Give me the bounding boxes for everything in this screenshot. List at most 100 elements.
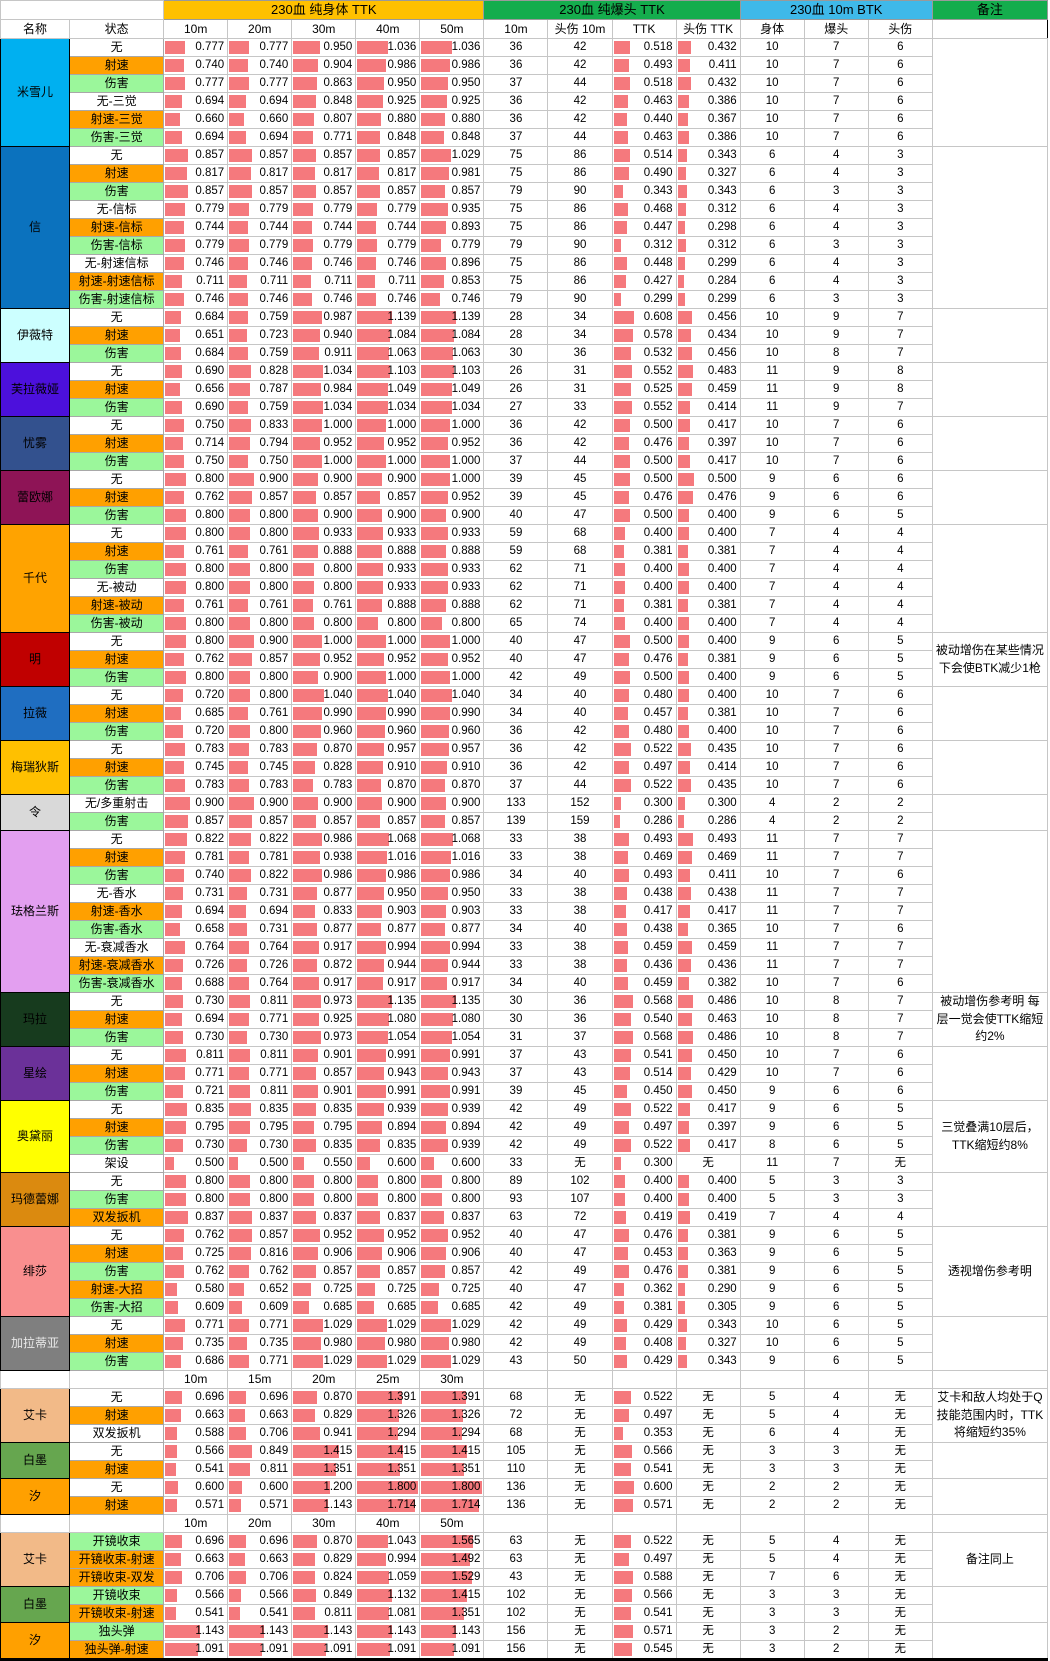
headhurt-ttk-cell[interactable]: 0.417 [675, 1136, 741, 1155]
btk-hurt-cell[interactable]: 6 [867, 1064, 933, 1083]
headhurt-btk-10m-cell[interactable]: 44 [547, 452, 613, 471]
btk-body-cell[interactable]: 10 [739, 704, 805, 723]
body-ttk-cell-3[interactable]: 1.000 [355, 632, 421, 651]
btk-hurt-cell[interactable]: 6 [867, 74, 933, 93]
empty-cell[interactable] [803, 1514, 869, 1533]
body-ttk-cell-2[interactable]: 0.779 [291, 200, 357, 219]
headhurt-btk-10m-cell[interactable]: 34 [547, 326, 613, 345]
headshot-btk-10m-cell[interactable]: 37 [483, 1064, 549, 1083]
body-ttk-cell-2[interactable]: 0.917 [291, 974, 357, 993]
body-ttk-cell-2[interactable]: 0.938 [291, 848, 357, 867]
headshot-btk-10m-cell[interactable]: 63 [483, 1208, 549, 1227]
body-ttk-cell-0[interactable]: 0.711 [163, 272, 229, 291]
body-ttk-cell-3[interactable]: 1.054 [355, 1028, 421, 1047]
body-ttk-cell-1[interactable]: 0.566 [227, 1586, 293, 1605]
body-ttk-cell-3[interactable]: 0.837 [355, 1208, 421, 1227]
btk-head-cell[interactable]: 4 [803, 560, 869, 579]
body-ttk-cell-0[interactable]: 0.779 [163, 200, 229, 219]
btk-body-cell[interactable]: 9 [739, 632, 805, 651]
body-ttk-cell-0[interactable]: 0.746 [163, 254, 229, 273]
body-ttk-cell-1[interactable]: 0.764 [227, 974, 293, 993]
body-ttk-cell-2[interactable]: 0.960 [291, 722, 357, 741]
headhurt-btk-10m-cell[interactable]: 38 [547, 956, 613, 975]
btk-head-cell[interactable]: 7 [803, 902, 869, 921]
headhurt-btk-10m-cell[interactable]: 无 [547, 1604, 613, 1623]
headhurt-btk-10m-cell[interactable]: 42 [547, 758, 613, 777]
body-ttk-cell-4[interactable]: 0.903 [419, 902, 485, 921]
body-ttk-cell-3[interactable]: 1.063 [355, 344, 421, 363]
btk-head-cell[interactable]: 3 [803, 1172, 869, 1191]
btk-hurt-cell[interactable]: 3 [867, 200, 933, 219]
body-ttk-cell-4[interactable]: 0.952 [419, 434, 485, 453]
body-ttk-cell-4[interactable]: 1.000 [419, 452, 485, 471]
body-ttk-cell-4[interactable]: 0.933 [419, 578, 485, 597]
headhurt-btk-10m-cell[interactable]: 49 [547, 668, 613, 687]
status-cell[interactable]: 无 [69, 38, 165, 57]
headhurt-btk-10m-cell[interactable]: 86 [547, 146, 613, 165]
body-ttk-cell-0[interactable]: 0.696 [163, 1388, 229, 1407]
headshot-btk-10m-cell[interactable]: 28 [483, 308, 549, 327]
headhurt-ttk-cell[interactable]: 0.456 [675, 308, 741, 327]
headshot-ttk-cell[interactable]: 0.427 [611, 272, 677, 291]
body-ttk-cell-3[interactable]: 1.415 [355, 1442, 421, 1461]
headhurt-btk-10m-cell[interactable]: 42 [547, 434, 613, 453]
body-ttk-cell-2[interactable]: 0.828 [291, 758, 357, 777]
btk-hurt-cell[interactable]: 无 [867, 1622, 933, 1641]
btk-hurt-cell[interactable]: 6 [867, 470, 933, 489]
empty-cell[interactable] [483, 1514, 549, 1533]
status-cell[interactable]: 无 [69, 686, 165, 705]
headshot-btk-10m-cell[interactable]: 36 [483, 56, 549, 75]
headshot-ttk-cell[interactable]: 0.429 [611, 1352, 677, 1371]
body-ttk-cell-4[interactable]: 0.950 [419, 884, 485, 903]
body-ttk-cell-1[interactable]: 0.800 [227, 686, 293, 705]
body-ttk-cell-0[interactable]: 0.651 [163, 326, 229, 345]
body-ttk-cell-4[interactable]: 0.933 [419, 560, 485, 579]
body-ttk-cell-0[interactable]: 0.800 [163, 506, 229, 525]
body-ttk-cell-0[interactable]: 0.795 [163, 1118, 229, 1137]
body-ttk-cell-2[interactable]: 0.900 [291, 668, 357, 687]
body-ttk-cell-3[interactable]: 0.725 [355, 1280, 421, 1299]
headshot-ttk-cell[interactable]: 0.552 [611, 362, 677, 381]
headhurt-ttk-cell[interactable]: 0.432 [675, 74, 741, 93]
headshot-btk-10m-cell[interactable]: 42 [483, 1118, 549, 1137]
character-name-cell[interactable]: 加拉蒂亚 [0, 1316, 71, 1371]
body-ttk-cell-2[interactable]: 0.870 [291, 1532, 357, 1551]
body-ttk-cell-4[interactable]: 0.943 [419, 1064, 485, 1083]
headhurt-btk-10m-cell[interactable]: 107 [547, 1190, 613, 1209]
headshot-btk-10m-cell[interactable]: 39 [483, 488, 549, 507]
headshot-btk-10m-cell[interactable]: 28 [483, 326, 549, 345]
headhurt-ttk-cell[interactable]: 0.483 [675, 362, 741, 381]
body-ttk-cell-3[interactable]: 1.081 [355, 1604, 421, 1623]
status-cell[interactable]: 伤害 [69, 776, 165, 795]
body-ttk-cell-4[interactable]: 0.880 [419, 110, 485, 129]
btk-body-cell[interactable]: 9 [739, 1352, 805, 1371]
btk-body-cell[interactable]: 10 [739, 1010, 805, 1029]
headshot-ttk-cell[interactable]: 0.568 [611, 1028, 677, 1047]
headhurt-btk-10m-cell[interactable]: 42 [547, 38, 613, 57]
btk-body-cell[interactable]: 9 [739, 1280, 805, 1299]
body-ttk-cell-1[interactable]: 0.750 [227, 452, 293, 471]
body-ttk-cell-1[interactable]: 0.500 [227, 1154, 293, 1173]
btk-head-cell[interactable]: 7 [803, 830, 869, 849]
headhurt-btk-10m-cell[interactable]: 38 [547, 848, 613, 867]
headhurt-btk-10m-cell[interactable]: 42 [547, 416, 613, 435]
body-ttk-cell-0[interactable]: 0.800 [163, 614, 229, 633]
body-ttk-cell-3[interactable]: 1.800 [355, 1478, 421, 1497]
body-ttk-cell-0[interactable]: 0.800 [163, 470, 229, 489]
btk-head-cell[interactable]: 4 [803, 1406, 869, 1425]
headshot-ttk-cell[interactable]: 0.514 [611, 146, 677, 165]
body-ttk-cell-4[interactable]: 1.036 [419, 38, 485, 57]
btk-body-cell[interactable]: 9 [739, 1298, 805, 1317]
headshot-btk-10m-cell[interactable]: 26 [483, 380, 549, 399]
btk-body-cell[interactable]: 10 [739, 344, 805, 363]
body-ttk-cell-1[interactable]: 0.762 [227, 1262, 293, 1281]
body-ttk-cell-4[interactable]: 1.139 [419, 308, 485, 327]
headhurt-btk-10m-cell[interactable]: 47 [547, 1280, 613, 1299]
body-ttk-cell-1[interactable]: 0.771 [227, 1064, 293, 1083]
btk-head-cell[interactable]: 6 [803, 506, 869, 525]
body-ttk-cell-4[interactable]: 1.091 [419, 1640, 485, 1660]
body-ttk-cell-4[interactable]: 0.986 [419, 56, 485, 75]
body-ttk-cell-3[interactable]: 0.744 [355, 218, 421, 237]
btk-hurt-cell[interactable]: 无 [867, 1640, 933, 1660]
headshot-ttk-cell[interactable]: 0.353 [611, 1424, 677, 1443]
